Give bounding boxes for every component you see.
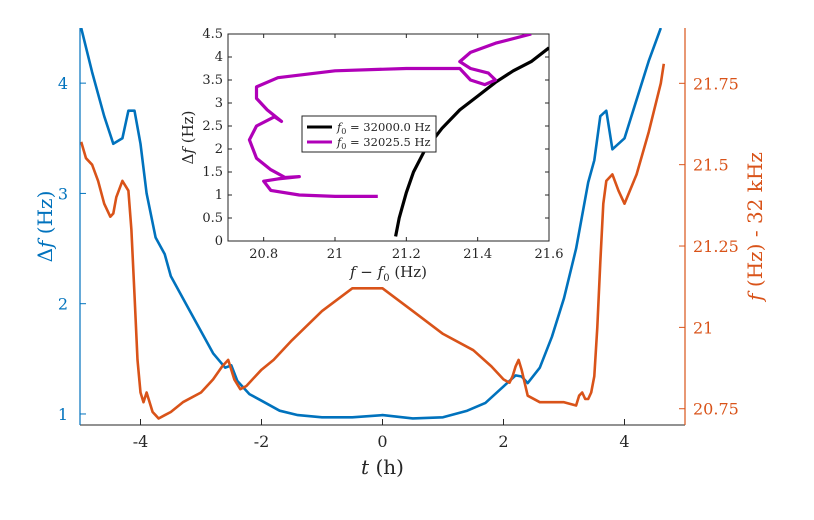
series-line-frequency [80, 63, 666, 420]
right-y-tick-label: 21.25 [693, 237, 739, 256]
left-y-axis-label-delta: Δ [33, 248, 57, 262]
legend-label-value: = 32000.0 Hz [346, 120, 430, 134]
x-axis-label: t (h) [361, 455, 404, 479]
right-y-axis-label: f (Hz) - 32 kHz [743, 152, 767, 303]
left-y-tick-label: 2 [58, 295, 68, 314]
legend-label-var: f [336, 120, 343, 134]
left-y-tick-label: 3 [58, 184, 68, 203]
left-y-axis-label: Δf (Hz) [33, 191, 57, 263]
right-y-axis-label-unit: (Hz) - 32 kHz [743, 152, 767, 293]
inset-y-tick-label: 1 [215, 188, 223, 203]
legend-label-sub: 0 [341, 142, 346, 151]
inset-y-tick-label: 0.5 [202, 211, 223, 226]
x-tick-label: -2 [254, 432, 270, 451]
legend-label-value: = 32025.5 Hz [346, 135, 430, 149]
inset-y-tick-label: 4 [215, 50, 223, 65]
inset-x-tick-label: 21 [327, 247, 344, 262]
left-y-tick-label: 1 [58, 405, 68, 424]
inset-plot: 20.8 21 21.2 21.4 21.6 0 0.5 1 1.5 2 2.5 3 3.5 4 4.5 f … [179, 27, 563, 284]
inset-x-label-unit: (Hz) [390, 263, 427, 281]
legend-label-var: f [336, 135, 343, 149]
x-axis-label-var: t [361, 455, 370, 479]
inset-x-tick-label: 21.4 [463, 247, 492, 262]
right-y-tick-label: 20.75 [693, 400, 739, 419]
series-line-delta-f [80, 28, 663, 420]
legend-label-sub: 0 [341, 127, 346, 136]
legend-label: f0 = 32000.0 Hz [336, 120, 431, 136]
inset-x-label-f: f [349, 263, 358, 281]
inset-y-axis-label: Δf (Hz) [179, 111, 197, 165]
legend-box [301, 115, 437, 153]
inset-x-axis-label: f − f0 (Hz) [349, 263, 427, 284]
x-tick-label: 4 [619, 432, 629, 451]
inset-y-tick-label: 1.5 [202, 165, 223, 180]
inset-y-tick-label: 2.5 [202, 119, 223, 134]
inset-x-tick-label: 21.2 [392, 247, 421, 262]
inset-x-label-f0: f [377, 263, 386, 281]
inset-y-tick-label: 3 [215, 96, 223, 111]
inset-y-tick-label: 0 [215, 234, 223, 249]
x-tick-label: 2 [498, 432, 508, 451]
inset-x-label-sub: 0 [383, 273, 389, 284]
legend-label: f0 = 32025.5 Hz [336, 135, 431, 151]
inset-x-tick-label: 20.8 [249, 247, 278, 262]
inset-y-tick-label: 3.5 [202, 73, 223, 88]
right-y-tick-label: 21.75 [693, 74, 739, 93]
inset-y-tick-label: 4.5 [202, 27, 223, 42]
right-y-tick-label: 21.5 [693, 156, 729, 175]
inset-series-line-f0-32025 [247, 34, 532, 198]
left-y-axis-label-unit: (Hz) [33, 191, 57, 241]
inset-y-label-unit: (Hz) [179, 111, 197, 148]
x-axis-label-unit: (h) [369, 455, 404, 479]
x-tick-label: -4 [133, 432, 149, 451]
inset-series-line-f0-32000 [394, 46, 549, 237]
inset-y-tick-label: 2 [215, 142, 223, 157]
x-tick-label: 0 [377, 432, 387, 451]
left-y-tick-label: 4 [58, 74, 68, 93]
inset-y-label-var: f [179, 146, 197, 155]
inset-y-label-delta: Δ [179, 153, 197, 164]
inset-x-tick-label: 21.6 [535, 247, 564, 262]
right-y-tick-label: 21 [693, 318, 713, 337]
inset-x-label-minus: − [356, 263, 378, 281]
